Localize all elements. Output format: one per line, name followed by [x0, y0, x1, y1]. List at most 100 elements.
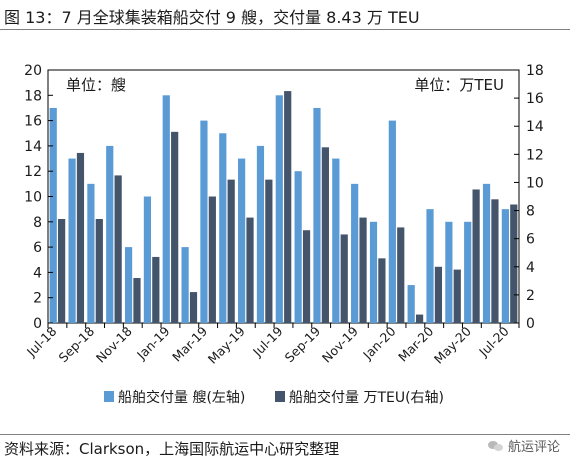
right-tick-label: 18	[526, 63, 544, 79]
bar-ships-Dec-19	[369, 221, 378, 323]
bar-ships-Jul-19	[275, 95, 283, 323]
bar-ships-Nov-18	[124, 247, 133, 323]
bar-teu-Dec-19	[378, 258, 386, 323]
bar-ships-Aug-18	[68, 158, 76, 323]
bar-teu-Aug-18	[76, 152, 85, 323]
x-tick-label: Mar-19	[169, 323, 210, 364]
title-divider	[0, 29, 570, 30]
left-tick-label: 18	[24, 88, 42, 104]
bar-ships-Aug-19	[294, 171, 302, 323]
bar-teu-Apr-19	[227, 179, 235, 323]
bar-teu-Feb-19	[189, 292, 198, 323]
x-tick-label: Jul-19	[249, 323, 285, 359]
bar-ships-Sep-19	[313, 107, 321, 323]
chart-title: 图 13：7 月全球集装箱船交付 9 艘，交付量 8.43 万 TEU	[4, 8, 420, 27]
right-axis-unit-label: 单位：万TEU	[414, 76, 504, 94]
bar-teu-Oct-19	[340, 234, 348, 323]
bar-teu-Jun-20	[491, 199, 499, 323]
wechat-icon	[487, 439, 504, 453]
bar-ships-Dec-18	[143, 196, 152, 323]
bar-ships-Apr-20	[445, 221, 453, 323]
bar-teu-Jan-20	[397, 227, 405, 323]
bar-ships-Oct-18	[106, 145, 114, 323]
x-tick-label: May-19	[205, 323, 248, 366]
right-axis-ticks: 0 2 4 6 8 10 12 14 16 18	[514, 63, 544, 332]
left-tick-label: 2	[33, 291, 42, 307]
bar-teu-Mar-20	[434, 266, 443, 323]
x-tick-label: Sep-19	[282, 323, 324, 365]
legend-swatch-ships	[104, 391, 114, 402]
bar-ships-Mar-19	[200, 120, 208, 323]
chart-legend: 船舶交付量 艘(左轴) 船舶交付量 万TEU(右轴)	[104, 389, 444, 406]
left-tick-label: 16	[24, 114, 42, 130]
right-tick-label: 14	[526, 119, 544, 135]
right-tick-label: 2	[526, 288, 535, 304]
bar-teu-May-19	[246, 217, 254, 323]
right-tick-label: 0	[526, 316, 535, 332]
right-tick-label: 16	[526, 91, 544, 107]
bar-teu-Jul-18	[58, 218, 66, 323]
bar-ships-Sep-18	[87, 183, 95, 323]
bar-ships-Nov-19	[351, 183, 359, 323]
x-tick-label: Jan-19	[133, 323, 172, 362]
watermark: 航运评论	[487, 436, 560, 455]
bar-chart: 0 2 4 6 8 10 12 14 16 18 20 0 2 4 6 8 10 12 14 16 18 Jul-18…	[23, 63, 544, 406]
legend-label-teu: 船舶交付量 万TEU(右轴)	[289, 389, 444, 406]
left-tick-label: 4	[33, 265, 42, 281]
bar-teu-Jul-19	[284, 91, 292, 323]
left-tick-label: 10	[24, 190, 42, 206]
left-tick-label: 14	[24, 139, 42, 155]
bar-ships-Apr-19	[219, 133, 227, 323]
right-tick-label: 12	[526, 147, 544, 163]
left-tick-label: 12	[24, 164, 42, 180]
legend-swatch-teu	[275, 391, 285, 402]
bar-ships-May-19	[238, 158, 246, 323]
bar-teu-Mar-19	[208, 196, 216, 323]
footer-divider	[0, 434, 570, 435]
x-tick-label: Mar-20	[395, 323, 436, 364]
bar-ships-Jul-20	[501, 209, 509, 323]
bar-teu-Feb-20	[415, 314, 424, 323]
bar-ships-Jul-18	[49, 107, 57, 323]
x-tick-label: Jan-20	[359, 323, 398, 362]
x-tick-label: Sep-18	[56, 323, 98, 365]
left-axis-ticks: 0 2 4 6 8 10 12 14 16 18 20	[24, 63, 53, 332]
legend-label-ships: 船舶交付量 艘(左轴)	[118, 389, 245, 406]
bar-ships-Jun-20	[482, 183, 491, 323]
bar-ships-Feb-19	[181, 247, 189, 323]
x-tick-label: Nov-18	[93, 323, 135, 365]
bar-ships-Jan-20	[388, 120, 396, 323]
bar-teu-Sep-19	[321, 147, 329, 323]
bar-ships-Jun-19	[256, 145, 265, 323]
bar-teu-Jul-20	[510, 204, 518, 323]
bar-teu-Nov-18	[133, 278, 141, 323]
bar-teu-Sep-18	[95, 218, 103, 323]
bar-teu-Nov-19	[359, 217, 367, 323]
x-tick-label: Nov-19	[319, 323, 361, 365]
bar-teu-Jun-19	[265, 179, 273, 323]
right-tick-label: 4	[526, 260, 535, 276]
bar-teu-Jan-19	[171, 131, 179, 323]
bar-teu-Oct-18	[114, 175, 122, 323]
bar-ships-Jan-19	[162, 95, 170, 323]
bar-ships-May-20	[464, 221, 472, 323]
bar-teu-Dec-18	[152, 256, 160, 323]
bar-teu-May-20	[472, 189, 480, 323]
right-tick-label: 10	[526, 175, 544, 191]
bar-ships-Feb-20	[407, 285, 415, 323]
source-note: 资料来源：Clarkson，上海国际航运中心研究整理	[4, 440, 340, 458]
right-tick-label: 8	[526, 204, 535, 220]
left-tick-label: 6	[33, 240, 42, 256]
series-teu-bars	[58, 91, 518, 323]
bar-teu-Apr-20	[453, 269, 461, 323]
bar-teu-Aug-19	[302, 230, 311, 323]
x-tick-label: May-20	[431, 323, 474, 366]
bar-ships-Oct-19	[332, 158, 340, 323]
left-tick-label: 8	[33, 215, 42, 231]
watermark-text: 航运评论	[507, 440, 560, 455]
bar-ships-Mar-20	[426, 209, 434, 323]
left-axis-unit-label: 单位：艘	[66, 76, 126, 94]
x-tick-label: Jul-20	[475, 323, 511, 359]
series-ships-bars	[49, 95, 509, 323]
